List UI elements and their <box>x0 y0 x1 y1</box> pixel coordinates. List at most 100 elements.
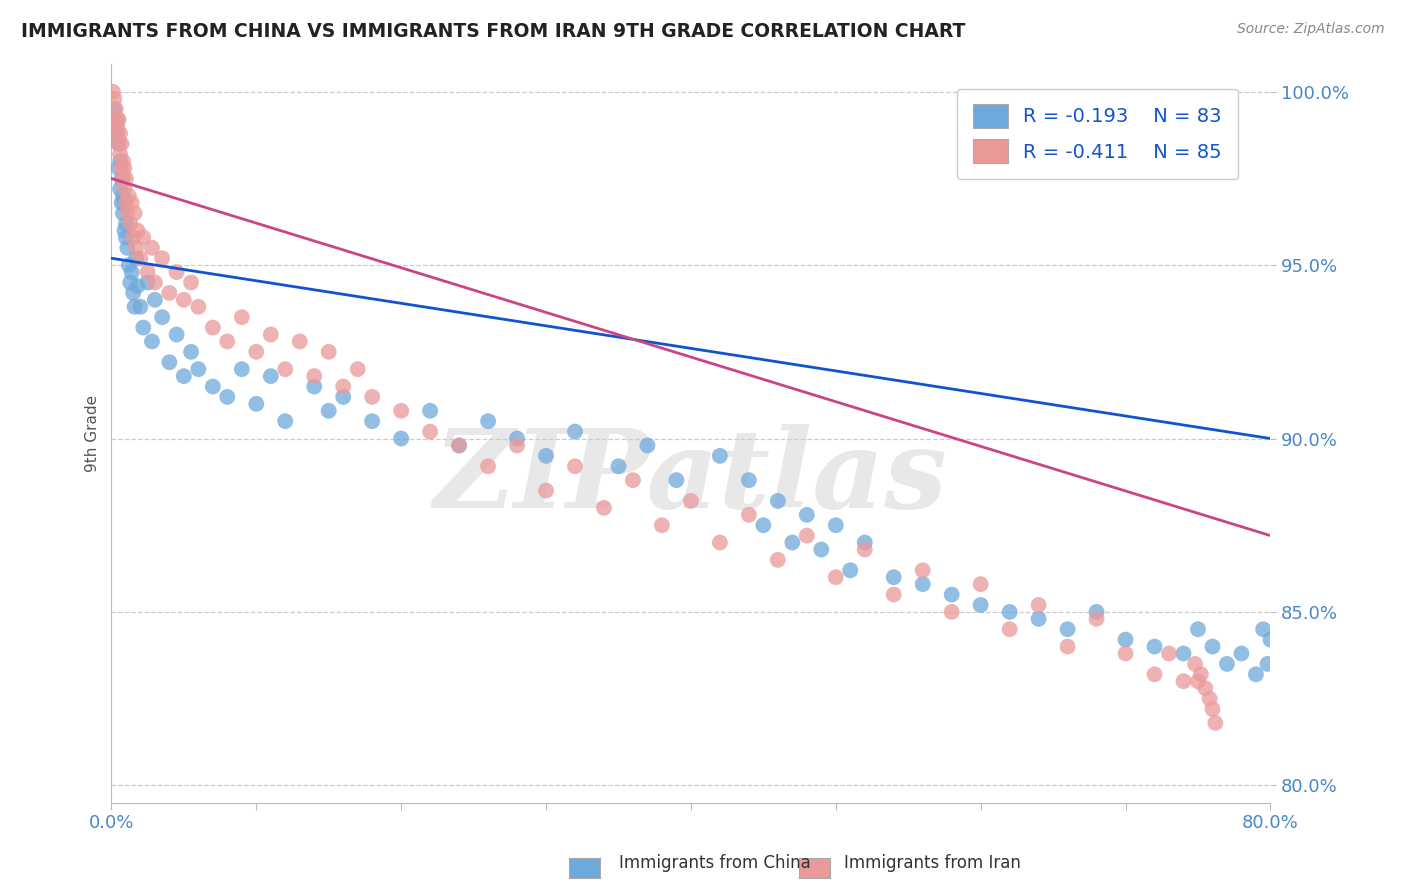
Point <box>201 320 224 334</box>
Point <box>607 459 630 474</box>
Point <box>108 127 131 141</box>
Point <box>103 102 125 116</box>
Point <box>187 300 209 314</box>
Point <box>111 171 134 186</box>
Point <box>738 473 761 487</box>
Point <box>636 438 658 452</box>
Point <box>449 438 471 452</box>
Point <box>361 390 384 404</box>
Point <box>245 397 267 411</box>
Point <box>115 217 138 231</box>
Point <box>318 404 340 418</box>
Point <box>824 570 846 584</box>
Point <box>883 570 905 584</box>
Point <box>122 285 145 300</box>
Point <box>419 404 441 418</box>
Point <box>260 369 283 384</box>
Point <box>1085 605 1108 619</box>
Point <box>105 127 128 141</box>
Point <box>274 362 297 376</box>
Text: Immigrants from Iran: Immigrants from Iran <box>844 855 1021 872</box>
Point <box>120 217 142 231</box>
Point <box>1244 667 1267 681</box>
Point <box>1173 674 1195 689</box>
Point <box>187 362 209 376</box>
Point <box>288 334 311 349</box>
Point <box>709 449 731 463</box>
Point <box>143 293 166 307</box>
Point <box>114 161 136 175</box>
Point <box>127 223 149 237</box>
Point <box>150 310 173 325</box>
Point <box>1173 647 1195 661</box>
Point <box>157 285 180 300</box>
Point <box>1194 681 1216 695</box>
Point <box>302 379 325 393</box>
Point <box>104 102 127 116</box>
Point <box>883 588 905 602</box>
Point <box>665 473 688 487</box>
Point <box>1143 667 1166 681</box>
Point <box>125 251 148 265</box>
Point <box>1189 667 1212 681</box>
Point <box>1157 647 1180 661</box>
Point <box>108 147 131 161</box>
Point <box>651 518 673 533</box>
Point <box>260 327 283 342</box>
Point <box>166 327 188 342</box>
Point <box>564 425 586 439</box>
Point <box>969 577 991 591</box>
Point <box>346 362 368 376</box>
Point <box>1204 715 1226 730</box>
Point <box>824 518 846 533</box>
Text: IMMIGRANTS FROM CHINA VS IMMIGRANTS FROM IRAN 9TH GRADE CORRELATION CHART: IMMIGRANTS FROM CHINA VS IMMIGRANTS FROM… <box>21 22 966 41</box>
Point <box>332 379 354 393</box>
Point <box>332 390 354 404</box>
Point <box>108 182 131 196</box>
Point <box>173 293 195 307</box>
Point <box>127 279 149 293</box>
Point <box>245 344 267 359</box>
Point <box>1187 674 1209 689</box>
Point <box>107 136 129 151</box>
Point <box>107 112 129 127</box>
Point <box>1115 647 1137 661</box>
Point <box>121 195 143 210</box>
Point <box>150 251 173 265</box>
Point <box>419 425 441 439</box>
Point <box>1056 622 1078 636</box>
Point <box>1056 640 1078 654</box>
Point <box>217 334 239 349</box>
Point <box>593 500 616 515</box>
Point <box>1230 647 1253 661</box>
Point <box>506 438 529 452</box>
Point <box>1115 632 1137 647</box>
Point <box>1028 612 1050 626</box>
Point <box>389 404 412 418</box>
Point <box>105 120 128 134</box>
Point <box>125 241 148 255</box>
Point <box>738 508 761 522</box>
Point <box>796 528 818 542</box>
Point <box>231 362 253 376</box>
Point <box>534 483 557 498</box>
Y-axis label: 9th Grade: 9th Grade <box>86 395 100 472</box>
Point <box>201 379 224 393</box>
Point <box>1216 657 1239 671</box>
Point <box>1260 632 1282 647</box>
Point <box>141 334 163 349</box>
Point <box>839 563 862 577</box>
Point <box>752 518 775 533</box>
Point <box>477 414 499 428</box>
Point <box>766 553 789 567</box>
Point <box>1085 612 1108 626</box>
Point <box>166 265 188 279</box>
Point <box>180 276 202 290</box>
Point <box>969 598 991 612</box>
Point <box>124 300 146 314</box>
Point <box>231 310 253 325</box>
Text: Source: ZipAtlas.com: Source: ZipAtlas.com <box>1237 22 1385 37</box>
Point <box>911 577 934 591</box>
Point <box>766 494 789 508</box>
Point <box>110 195 132 210</box>
